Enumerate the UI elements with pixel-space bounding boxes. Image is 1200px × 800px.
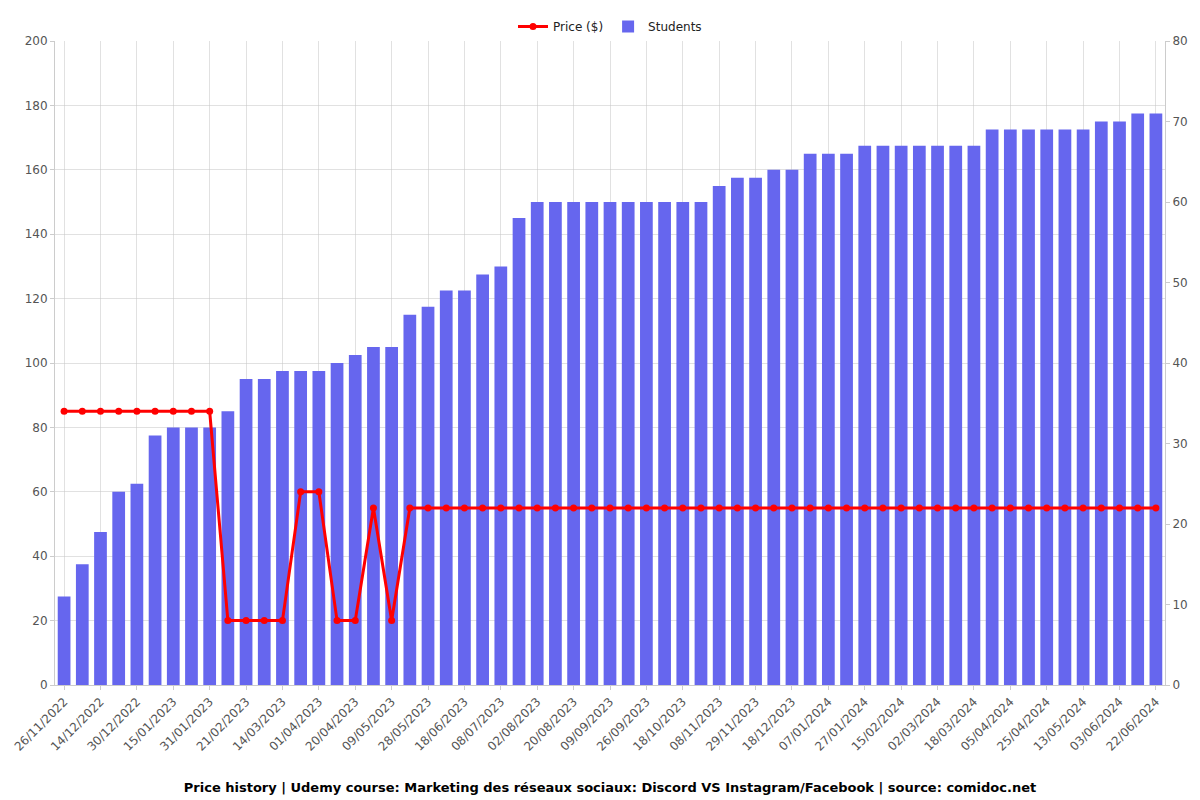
svg-text:50: 50 [1172,276,1187,290]
svg-text:21/02/2023: 21/02/2023 [194,695,253,754]
svg-text:80: 80 [32,421,47,435]
svg-text:Students: Students [648,20,702,34]
svg-text:20: 20 [32,614,47,628]
svg-text:Price ($): Price ($) [553,20,603,34]
svg-text:09/05/2023: 09/05/2023 [339,695,398,754]
svg-text:02/08/2023: 02/08/2023 [485,695,544,754]
svg-text:14/03/2023: 14/03/2023 [230,695,289,754]
svg-text:08/07/2023: 08/07/2023 [448,695,507,754]
svg-text:60: 60 [32,485,47,499]
svg-text:31/01/2023: 31/01/2023 [157,695,216,754]
svg-text:26/11/2022: 26/11/2022 [12,695,71,754]
svg-text:18/12/2023: 18/12/2023 [740,695,799,754]
svg-text:30/12/2022: 30/12/2022 [84,695,143,754]
svg-text:02/03/2024: 02/03/2024 [885,695,944,754]
svg-text:29/11/2023: 29/11/2023 [703,695,762,754]
svg-text:15/02/2024: 15/02/2024 [849,695,908,754]
svg-text:20/04/2023: 20/04/2023 [303,695,362,754]
svg-text:03/06/2024: 03/06/2024 [1067,695,1126,754]
svg-text:140: 140 [25,227,48,241]
svg-text:0: 0 [40,678,48,692]
svg-text:Price history | Udemy course:: Price history | Udemy course: Marketing … [184,780,1036,795]
svg-text:80: 80 [1172,34,1187,48]
svg-text:18/03/2024: 18/03/2024 [921,695,980,754]
svg-text:60: 60 [1172,195,1187,209]
svg-text:20/08/2023: 20/08/2023 [521,695,580,754]
svg-text:27/01/2024: 27/01/2024 [812,695,871,754]
svg-text:15/01/2023: 15/01/2023 [121,695,180,754]
svg-text:28/05/2023: 28/05/2023 [376,695,435,754]
svg-text:01/04/2023: 01/04/2023 [266,695,325,754]
svg-text:40: 40 [32,549,47,563]
svg-text:18/06/2023: 18/06/2023 [412,695,471,754]
svg-text:70: 70 [1172,115,1187,129]
svg-text:22/06/2024: 22/06/2024 [1103,695,1162,754]
svg-text:25/04/2024: 25/04/2024 [994,695,1053,754]
svg-text:10: 10 [1172,598,1187,612]
svg-text:18/10/2023: 18/10/2023 [630,695,689,754]
svg-text:05/04/2024: 05/04/2024 [958,695,1017,754]
svg-text:26/09/2023: 26/09/2023 [594,695,653,754]
svg-text:09/09/2023: 09/09/2023 [558,695,617,754]
svg-text:08/11/2023: 08/11/2023 [667,695,726,754]
svg-text:180: 180 [25,99,48,113]
svg-text:14/12/2022: 14/12/2022 [48,695,107,754]
svg-text:0: 0 [1172,678,1180,692]
svg-text:13/05/2024: 13/05/2024 [1031,695,1090,754]
svg-text:160: 160 [25,163,48,177]
svg-text:40: 40 [1172,356,1187,370]
svg-text:100: 100 [25,356,48,370]
svg-text:20: 20 [1172,517,1187,531]
svg-text:07/01/2024: 07/01/2024 [776,695,835,754]
svg-text:30: 30 [1172,437,1187,451]
svg-text:120: 120 [25,292,48,306]
svg-text:200: 200 [25,34,48,48]
